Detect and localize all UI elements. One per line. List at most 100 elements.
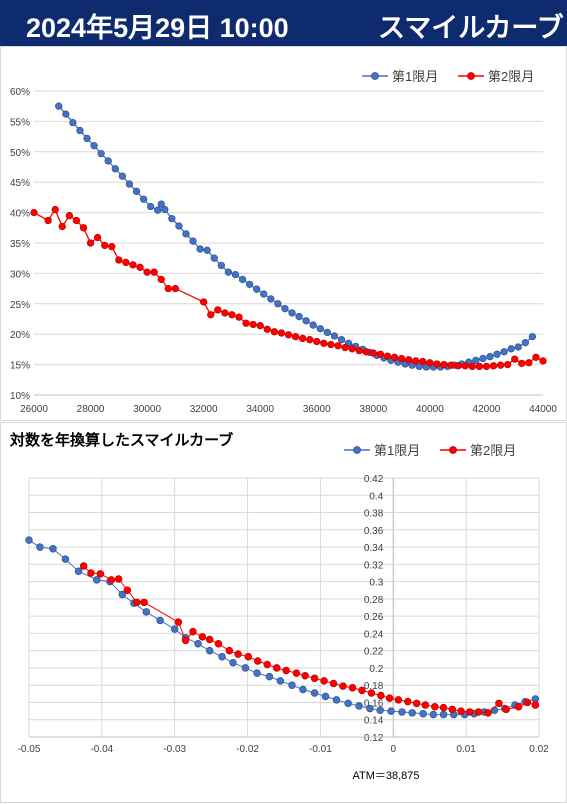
data-point	[97, 149, 105, 158]
data-point	[108, 242, 116, 251]
data-point	[394, 696, 403, 704]
data-point	[431, 703, 439, 711]
data-point	[62, 110, 70, 118]
data-point	[284, 331, 293, 339]
data-point	[79, 562, 88, 570]
data-point	[302, 317, 310, 325]
data-point	[539, 357, 547, 365]
legend-entry-2: 第2限月	[488, 69, 534, 84]
data-point	[55, 102, 63, 110]
data-point	[514, 703, 523, 711]
data-point	[439, 710, 448, 719]
x-tick-label: 40000	[416, 404, 444, 415]
data-point	[514, 343, 522, 351]
data-point	[114, 575, 123, 583]
smile-curve-chart: 10% 15% 20% 25% 30% 35% 40% 45% 50% 55% 60% 26000 28…	[0, 46, 567, 421]
data-point	[174, 618, 183, 626]
data-point	[253, 285, 261, 293]
data-point	[433, 360, 441, 368]
data-point	[270, 328, 279, 336]
data-point	[502, 705, 510, 714]
data-point	[140, 598, 148, 607]
data-point	[525, 359, 533, 367]
y-tick-label: 0.3	[369, 578, 383, 589]
data-point	[171, 284, 180, 293]
data-point	[511, 355, 519, 363]
data-point	[49, 545, 57, 553]
data-point	[521, 339, 529, 347]
data-point	[74, 567, 83, 575]
data-point	[30, 208, 38, 217]
data-point	[415, 362, 423, 371]
x-tick-label: 0	[391, 744, 397, 755]
chart-title: 対数を年換算したスマイルカーブ	[9, 431, 233, 449]
data-point	[25, 536, 33, 544]
data-point	[461, 362, 469, 370]
data-point	[198, 633, 207, 641]
data-point	[276, 677, 285, 685]
data-point	[260, 290, 268, 298]
data-point	[164, 284, 172, 293]
y-tick-label: 0.4	[369, 491, 383, 502]
data-point	[234, 650, 242, 658]
data-point	[507, 345, 515, 353]
data-point	[334, 342, 342, 350]
data-point	[87, 569, 95, 577]
data-point	[412, 357, 420, 365]
data-point	[468, 362, 476, 371]
data-point	[320, 677, 328, 685]
data-point	[362, 348, 370, 356]
data-point	[341, 343, 349, 352]
data-point	[306, 336, 314, 344]
y-tick-label: 0.12	[364, 733, 384, 744]
legend-marker-2	[467, 72, 475, 80]
data-point	[298, 334, 307, 343]
y-tick-label: 0.22	[364, 647, 384, 658]
data-point	[383, 352, 392, 360]
data-point	[282, 666, 290, 675]
x-tick-label: 0.02	[529, 744, 549, 755]
data-point	[132, 187, 141, 195]
data-point	[93, 576, 101, 584]
data-point	[245, 280, 254, 288]
x-tick-label: 38000	[359, 404, 387, 415]
x-tick-label: 28000	[77, 404, 105, 415]
data-point	[228, 311, 236, 319]
data-point	[482, 362, 491, 371]
data-point	[496, 361, 505, 369]
data-point	[107, 576, 116, 584]
data-point	[316, 325, 324, 333]
x-tick-label: 44000	[529, 404, 557, 415]
data-point	[139, 195, 148, 203]
data-point	[196, 245, 204, 253]
data-point	[348, 345, 356, 353]
y-tick-label: 60%	[10, 87, 30, 98]
data-point	[376, 706, 384, 714]
data-point	[299, 685, 307, 694]
data-point	[79, 224, 88, 232]
x-tick-label: -0.03	[163, 744, 186, 755]
data-point	[244, 652, 253, 661]
data-point	[429, 710, 438, 719]
data-point	[448, 705, 457, 714]
data-point	[310, 689, 319, 697]
data-point	[235, 313, 243, 321]
data-point	[327, 340, 335, 349]
data-point	[369, 349, 377, 357]
data-point	[320, 339, 328, 347]
y-tick-label: 55%	[10, 117, 30, 128]
y-tick-label: 0.18	[364, 681, 384, 692]
data-point	[405, 356, 413, 364]
data-point	[69, 118, 77, 127]
data-point	[93, 233, 102, 242]
data-point	[419, 709, 427, 718]
y-tick-label: 0.36	[364, 526, 384, 537]
data-point	[241, 664, 250, 672]
data-point	[249, 320, 257, 329]
legend-marker-1	[371, 72, 379, 80]
data-point	[367, 689, 376, 697]
data-point	[474, 708, 483, 716]
data-point	[96, 570, 105, 578]
data-point	[150, 268, 158, 276]
data-point	[500, 348, 508, 356]
